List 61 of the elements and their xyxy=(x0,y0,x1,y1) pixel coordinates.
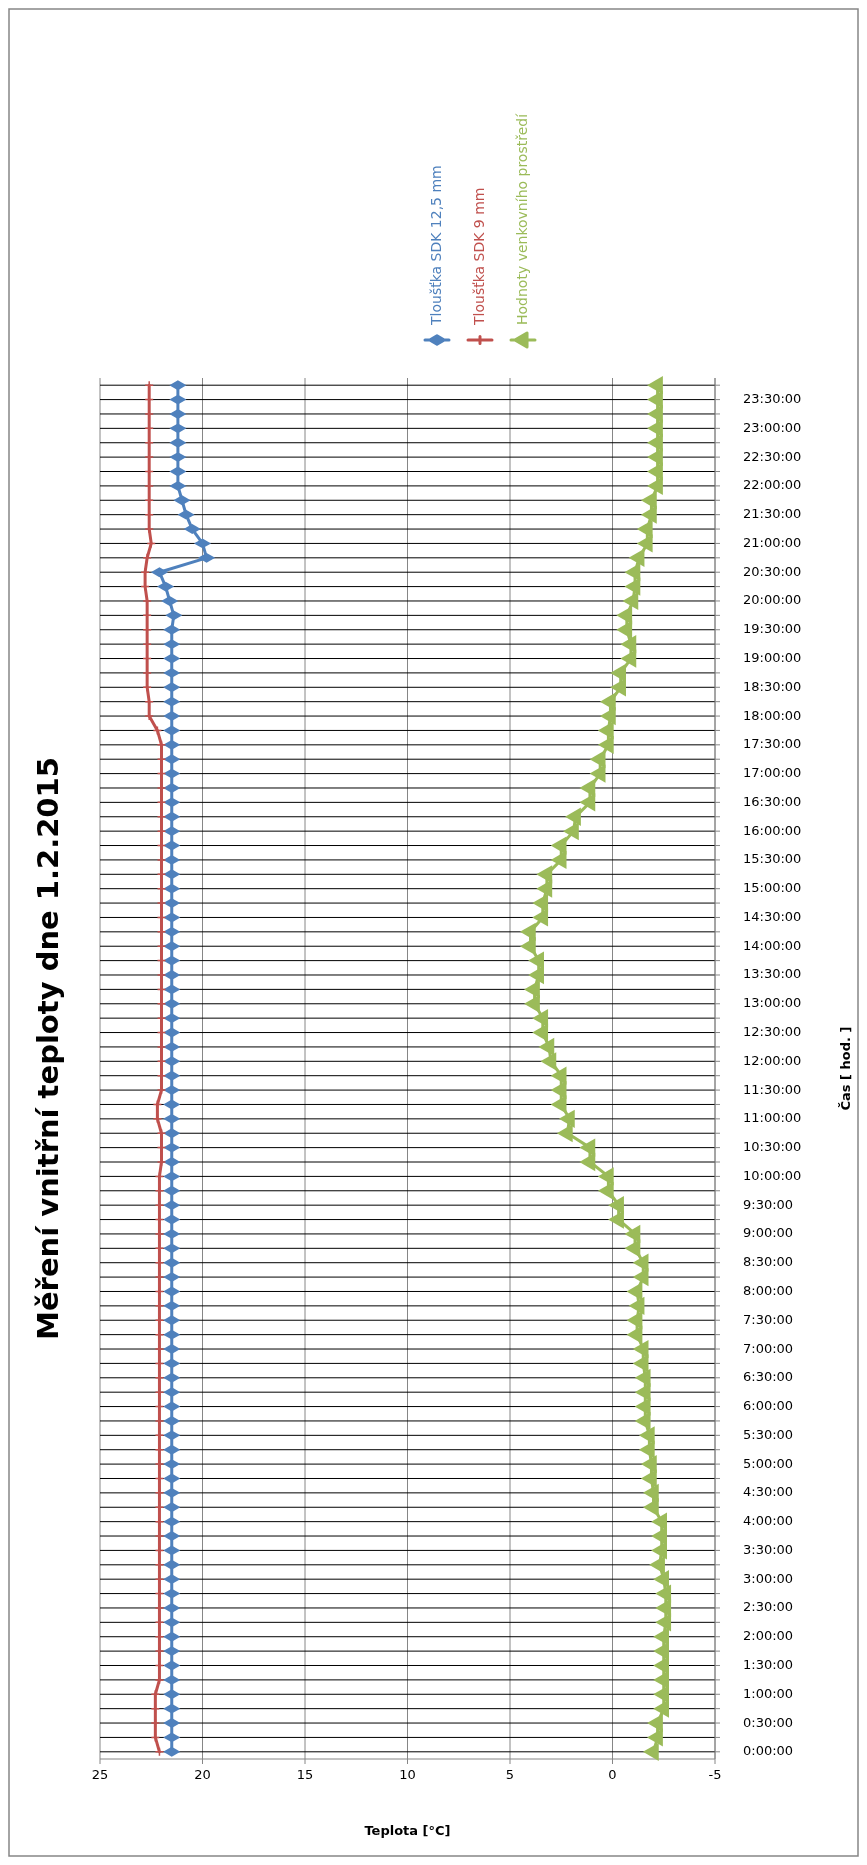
y-tick-label: 22:00:00 xyxy=(743,477,802,493)
y-tick-label: 8:30:00 xyxy=(743,1254,794,1270)
y-tick-label: 20:30:00 xyxy=(743,563,802,579)
y-tick-label: 2:00:00 xyxy=(743,1628,794,1644)
x-tick-label: 10 xyxy=(399,1767,416,1782)
y-tick-label: 11:30:00 xyxy=(743,1081,802,1097)
y-tick-label: 3:30:00 xyxy=(743,1541,794,1557)
y-tick-label: 2:30:00 xyxy=(743,1599,794,1615)
y-tick-label: 17:30:00 xyxy=(743,736,802,752)
x-tick-label: 0 xyxy=(608,1767,617,1782)
y-axis-title: Čas [ hod. ] xyxy=(837,1026,853,1111)
x-tick-label: -5 xyxy=(708,1767,722,1782)
y-tick-label: 6:00:00 xyxy=(743,1398,794,1414)
y-tick-label: 18:30:00 xyxy=(743,678,802,694)
y-tick-label: 0:30:00 xyxy=(743,1714,794,1730)
y-tick-label: 0:00:00 xyxy=(743,1743,794,1759)
y-tick-label: 6:30:00 xyxy=(743,1369,794,1385)
y-tick-label: 3:00:00 xyxy=(743,1570,794,1586)
y-tick-label: 4:30:00 xyxy=(743,1484,794,1500)
text: Tloušťka SDK 12,5 mm xyxy=(428,165,444,326)
y-tick-label: 1:30:00 xyxy=(743,1656,794,1672)
y-tick-label: 5:30:00 xyxy=(743,1426,794,1442)
y-tick-label: 9:00:00 xyxy=(743,1225,794,1241)
y-tick-label: 23:30:00 xyxy=(743,391,802,407)
y-tick-label: 9:30:00 xyxy=(743,1196,794,1212)
x-tick-label: 15 xyxy=(296,1767,314,1782)
y-tick-label: 5:00:00 xyxy=(743,1455,794,1471)
y-tick-label: 12:00:00 xyxy=(743,1052,802,1068)
y-tick-label: 10:00:00 xyxy=(743,1167,802,1183)
y-tick-label: 16:30:00 xyxy=(743,793,802,809)
y-tick-label: 11:00:00 xyxy=(743,1110,802,1126)
y-tick-label: 1:00:00 xyxy=(743,1685,794,1701)
x-tick-label: 5 xyxy=(505,1767,515,1782)
y-tick-label: 22:30:00 xyxy=(743,448,802,464)
y-tick-label: 8:00:00 xyxy=(743,1282,794,1298)
y-tick-label: 16:00:00 xyxy=(743,822,802,838)
y-tick-label: 17:00:00 xyxy=(743,765,802,781)
y-tick-label: 12:30:00 xyxy=(743,1024,802,1040)
x-axis-title: Teplota [°C] xyxy=(364,1822,451,1838)
y-tick-label: 15:00:00 xyxy=(743,880,802,896)
y-tick-label: 13:00:00 xyxy=(743,995,802,1011)
text: Hodnoty venkovního prostředí xyxy=(514,112,530,325)
y-tick-label: 7:00:00 xyxy=(743,1340,794,1356)
x-tick-label: 25 xyxy=(91,1767,109,1782)
y-tick-label: 19:00:00 xyxy=(743,650,802,666)
y-tick-label: 21:00:00 xyxy=(743,534,802,550)
x-tick-label: 20 xyxy=(194,1767,211,1782)
y-tick-label: 18:00:00 xyxy=(743,707,802,723)
y-tick-label: 21:30:00 xyxy=(743,506,802,522)
y-tick-label: 4:00:00 xyxy=(743,1513,794,1529)
text: Tloušťka SDK 9 mm xyxy=(471,187,487,326)
y-tick-label: 20:00:00 xyxy=(743,592,802,608)
y-tick-label: 19:30:00 xyxy=(743,621,802,637)
y-tick-label: 14:00:00 xyxy=(743,937,802,953)
y-tick-label: 23:00:00 xyxy=(743,419,802,435)
y-tick-label: 7:30:00 xyxy=(743,1311,794,1327)
text: Měření vnitřní teploty dne 1.2.2015 xyxy=(31,757,65,1340)
y-tick-label: 14:30:00 xyxy=(743,908,802,924)
y-tick-label: 13:30:00 xyxy=(743,966,802,982)
y-tick-label: 15:30:00 xyxy=(743,851,802,867)
y-tick-label: 10:30:00 xyxy=(743,1139,802,1155)
